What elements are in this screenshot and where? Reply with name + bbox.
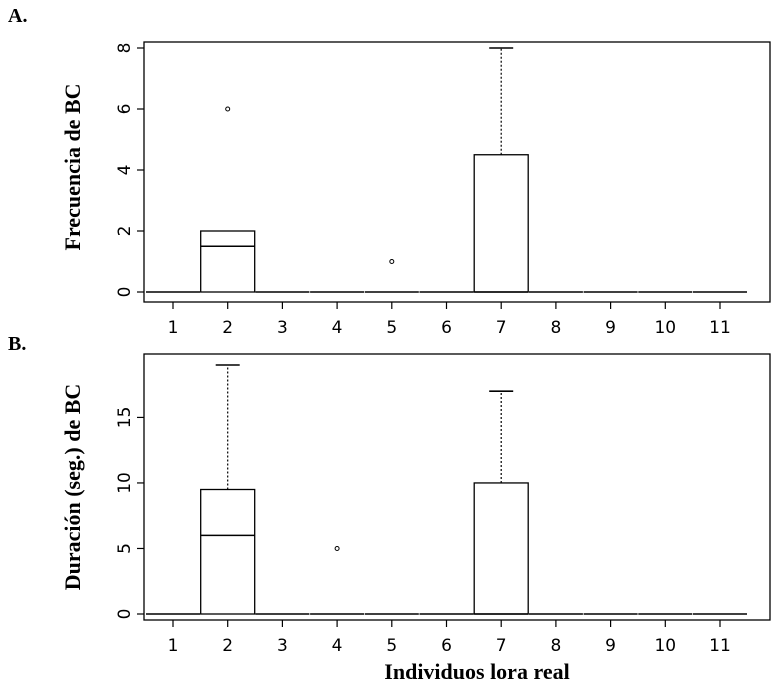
box-series [146,47,747,293]
box-7 [473,47,529,293]
x-tick-label: 7 [496,318,507,338]
x-tick-label: 11 [709,318,731,338]
panel-a: A. Frecuencia de BC 0 2 4 6 8 1 2 3 4 5 6 7 8 9 10 11 [8,5,771,338]
box-5 [364,259,419,293]
x-tick-label: 8 [550,636,561,656]
x-tick-label: 2 [222,318,233,338]
box-4 [310,545,365,615]
x-tick-label: 4 [332,318,343,338]
x-axis-label: Individuos lora real [384,659,569,684]
x-tick-label: 3 [277,636,288,656]
x-tick-label: 2 [222,636,233,656]
outlier-point [225,106,231,112]
y-tick-label: 0 [115,287,135,298]
panel-label: B. [8,333,26,355]
plot-frame [143,353,771,621]
x-tick-label: 10 [654,636,676,656]
x-tick-label: 6 [441,636,452,656]
x-tick-label: 8 [550,318,561,338]
box-rect [200,488,256,615]
y-tick-label: 6 [115,104,135,115]
y-tick-label: 4 [115,165,135,176]
outlier-point [389,259,395,264]
box-2 [200,364,256,615]
x-tick-label: 4 [332,636,343,656]
y-axis-label: Frecuencia de BC [60,83,85,250]
x-tick-label: 9 [605,636,616,656]
panel-b: B. Duración (seg.) de BC 0 5 10 15 1 2 3 4 5 6 7 8… [8,333,771,684]
y-tick-label: 10 [115,472,135,494]
box-rect [473,154,529,293]
y-tick-label: 15 [115,407,135,429]
y-axis-label: Duración (seg.) de BC [60,384,85,591]
panel-label: A. [8,5,27,27]
x-tick-label: 1 [168,318,179,338]
box-2 [200,106,256,293]
plot-frame [143,41,771,303]
x-tick-label: 3 [277,318,288,338]
x-tick-label: 10 [654,318,676,338]
y-tick-label: 0 [115,609,135,620]
x-tick-label: 5 [386,318,397,338]
x-axis: 1 2 3 4 5 6 7 8 9 10 11 [168,620,731,656]
box-rect [473,482,529,615]
x-tick-label: 7 [496,636,507,656]
y-tick-label: 2 [115,226,135,237]
y-tick-label: 5 [115,543,135,554]
outlier-point [334,545,340,551]
box-rect [200,230,256,293]
x-tick-label: 1 [168,636,179,656]
box-7 [473,390,529,615]
x-tick-label: 11 [709,636,731,656]
box-series [146,364,747,615]
y-axis: 0 2 4 6 8 [115,43,144,298]
x-tick-label: 6 [441,318,452,338]
y-tick-label: 8 [115,43,135,54]
x-tick-label: 5 [386,636,397,656]
y-axis: 0 5 10 15 [115,407,144,620]
x-axis: 1 2 3 4 5 6 7 8 9 10 11 [168,302,731,338]
x-tick-label: 9 [605,318,616,338]
